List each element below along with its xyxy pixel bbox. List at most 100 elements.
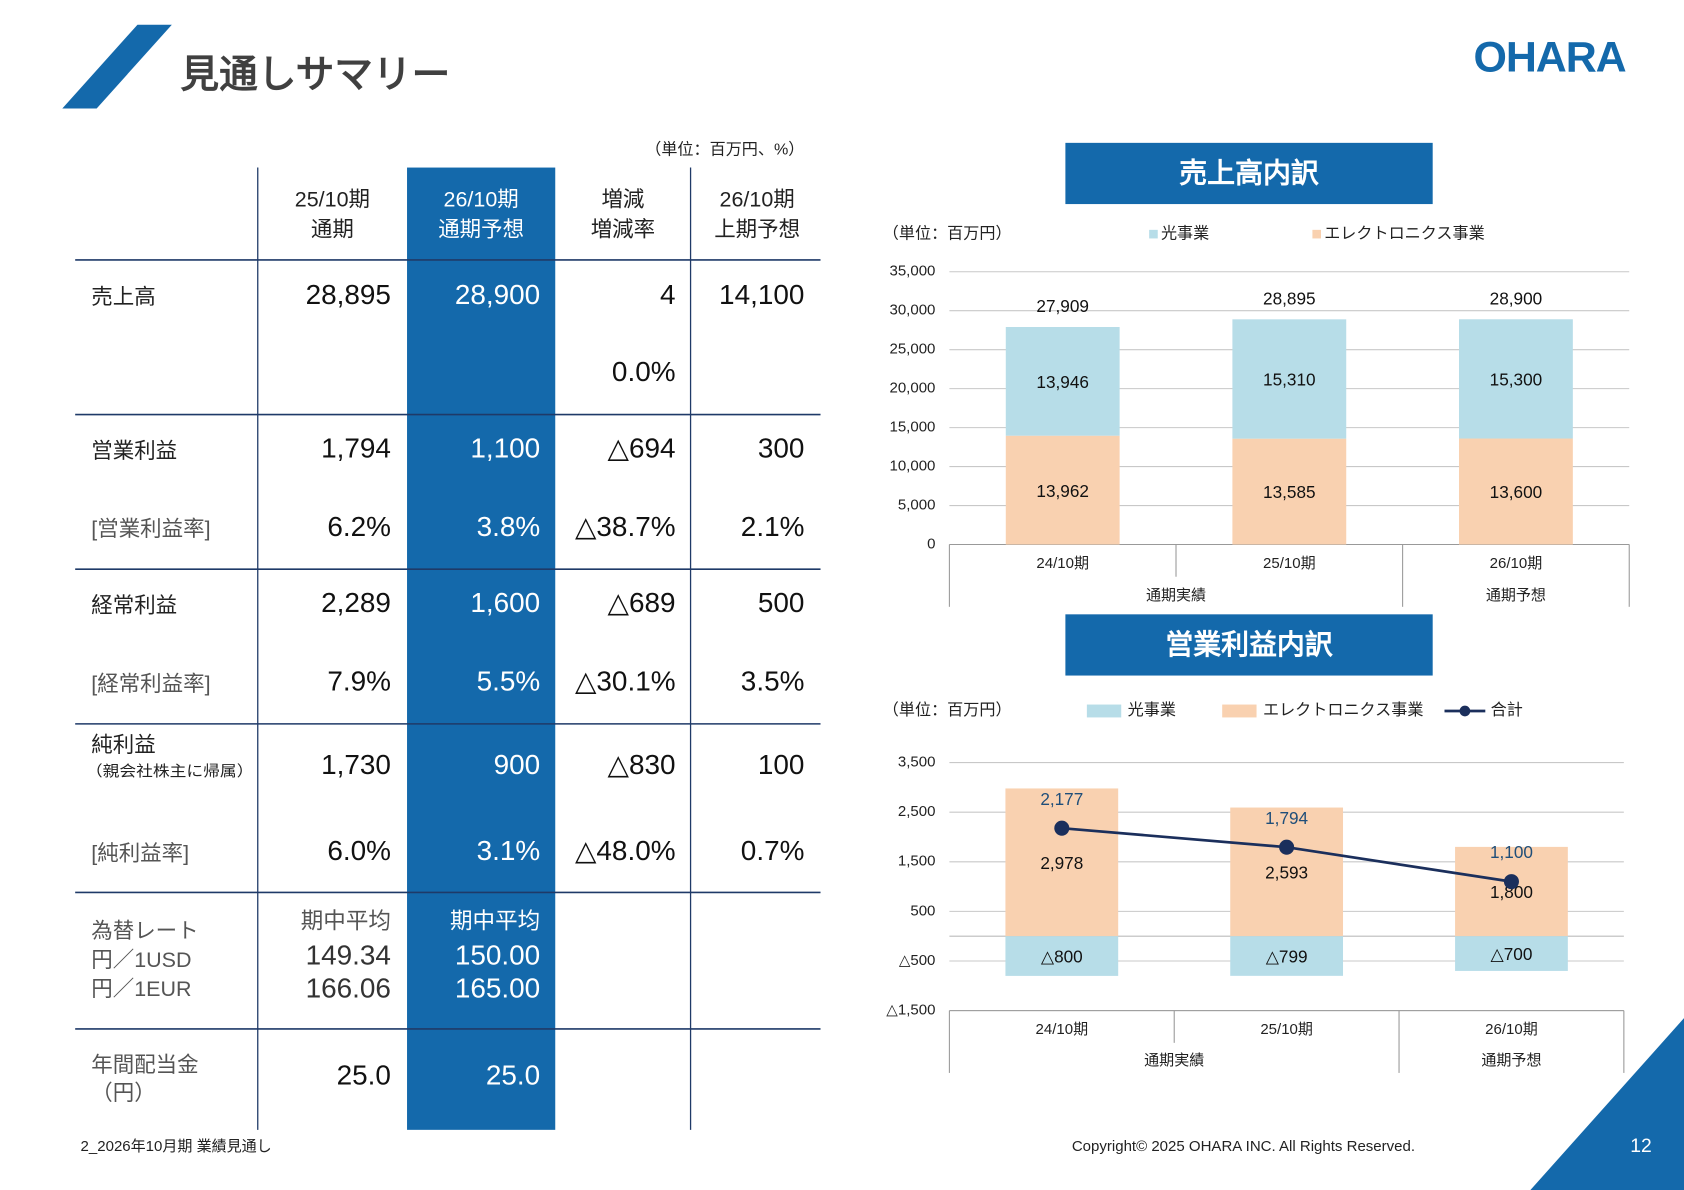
cell: △830 (608, 749, 676, 780)
row-label: 営業利益 (91, 439, 177, 463)
cell: 0.0% (612, 356, 676, 387)
y-tick-label: 35,000 (889, 263, 935, 280)
cell: 1,730 (321, 749, 391, 780)
bar-value-label: 2,593 (1265, 863, 1308, 883)
cell: 149.34 (306, 939, 391, 970)
cell: 2,289 (321, 587, 391, 618)
row-label: 純利益 (91, 733, 155, 757)
row-label: 年間配当金 (91, 1053, 198, 1077)
legend-label: エレクトロニクス事業 (1324, 224, 1484, 242)
x-tick-label: 24/10期 (1036, 555, 1089, 572)
footer-section: 2_2026年10月期 業績見通し (81, 1138, 272, 1155)
bar-value-label: 15,310 (1263, 370, 1316, 390)
cell: 1,100 (470, 432, 540, 463)
bar-value-label: △799 (1266, 947, 1308, 967)
x-tick-label: 25/10期 (1260, 1021, 1313, 1038)
cell: △48.0% (575, 835, 676, 866)
x-tick-label: 26/10期 (1490, 555, 1543, 572)
cell: 期中平均 (301, 909, 391, 934)
row-label: 円／1USD (91, 948, 191, 972)
cell: 25.0 (337, 1060, 391, 1091)
chart-unit: （単位：百万円） (883, 224, 1012, 242)
bar (1459, 319, 1573, 439)
cell: 5.5% (477, 665, 541, 696)
cell: 3.1% (477, 835, 541, 866)
y-tick-label: △500 (899, 952, 936, 969)
bar (1455, 846, 1568, 937)
row-label: [経常利益率] (91, 672, 210, 696)
corner-accent (1530, 1018, 1684, 1190)
legend-label: 光事業 (1128, 701, 1176, 719)
column-header: 26/10期 (444, 188, 519, 212)
cell: 3.8% (477, 511, 541, 542)
line-value-label: 1,794 (1265, 808, 1308, 828)
line-point (1054, 820, 1070, 836)
cell: 0.7% (741, 835, 805, 866)
bar (1455, 936, 1568, 971)
legend-swatch (1312, 229, 1321, 239)
bar-value-label: 13,585 (1263, 482, 1316, 502)
page-title: 見通しサマリー (180, 54, 450, 97)
group-label: 通期実績 (1144, 1052, 1204, 1069)
cell: 900 (494, 749, 541, 780)
copyright: Copyright© 2025 OHARA INC. All Rights Re… (1072, 1138, 1415, 1155)
legend-label: エレクトロニクス事業 (1263, 701, 1423, 719)
cell: 2.1% (741, 511, 805, 542)
cell: △30.1% (575, 665, 676, 696)
total-label: 28,900 (1490, 288, 1543, 308)
bar (1232, 319, 1347, 439)
x-tick-label: 26/10期 (1485, 1021, 1538, 1038)
cell: 25.0 (486, 1060, 540, 1091)
bar (1005, 435, 1120, 545)
legend-marker (1459, 705, 1471, 717)
bar (1230, 936, 1344, 976)
cell: 28,900 (455, 279, 540, 310)
cell: 166.06 (306, 973, 391, 1004)
cell: 1,600 (470, 587, 540, 618)
column-header: 26/10期 (720, 188, 795, 212)
y-tick-label: 10,000 (889, 458, 935, 475)
column-header: 通期予想 (438, 218, 524, 242)
group-label: 通期予想 (1481, 1052, 1541, 1069)
cell: 300 (758, 432, 805, 463)
chart-title: 売上高内訳 (1179, 156, 1319, 188)
cell: 150.00 (455, 939, 540, 970)
legend-swatch (1086, 704, 1122, 718)
cell: 6.0% (327, 835, 391, 866)
cell: 28,895 (306, 279, 391, 310)
row-label: 売上高 (91, 285, 155, 309)
cell: 14,100 (719, 279, 804, 310)
bar (1005, 327, 1120, 436)
cell: 1,794 (321, 432, 391, 463)
bar-value-label: 13,962 (1036, 481, 1089, 501)
cell: △694 (608, 432, 676, 463)
chart-unit: （単位：百万円） (883, 701, 1012, 719)
total-label: 28,895 (1263, 289, 1316, 309)
cell: △689 (608, 587, 676, 618)
cell: 4 (660, 279, 676, 310)
bar-value-label: 2,978 (1040, 853, 1083, 873)
total-label: 27,909 (1036, 296, 1089, 316)
cell: 500 (758, 587, 805, 618)
y-tick-label: 500 (910, 902, 935, 919)
line-value-label: 1,100 (1490, 842, 1533, 862)
bar-value-label: 13,946 (1036, 372, 1089, 392)
cell: 3.5% (741, 665, 805, 696)
y-tick-label: 15,000 (889, 419, 935, 436)
y-tick-label: △1,500 (886, 1002, 935, 1019)
row-label: 為替レート (91, 919, 198, 943)
legend-label: 光事業 (1161, 224, 1209, 242)
y-tick-label: 3,500 (898, 754, 936, 771)
legend-swatch (1222, 704, 1257, 718)
chart-title-box (1065, 142, 1433, 205)
table-unit: （単位：百万円、%） (645, 141, 804, 159)
bar-value-label: △700 (1491, 944, 1533, 964)
bar (1005, 788, 1119, 937)
row-label: 円／1EUR (91, 977, 191, 1001)
x-tick-label: 25/10期 (1263, 555, 1316, 572)
cell: 7.9% (327, 665, 391, 696)
column-header: 通期 (311, 218, 354, 242)
bar-value-label: 1,800 (1490, 882, 1533, 902)
legend-swatch (1149, 229, 1158, 239)
